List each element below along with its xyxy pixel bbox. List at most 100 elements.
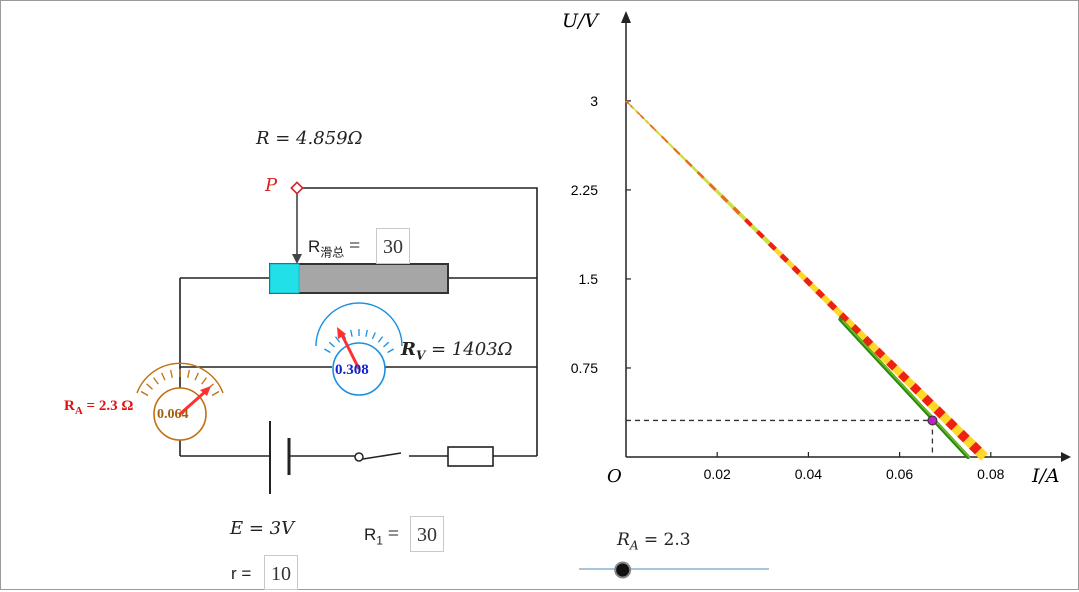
series-theoretical-segment (761, 235, 771, 245)
ra-r: R (64, 398, 75, 414)
r1-eq: = (387, 523, 399, 545)
ammeter (136, 362, 224, 441)
current-point[interactable] (927, 415, 938, 426)
series-theoretical-segment (690, 165, 699, 174)
slider-contact-arrow (292, 254, 302, 264)
series-theoretical-segment (844, 318, 856, 329)
x-axis-label: I/A (1031, 465, 1060, 487)
series-theoretical-segment (637, 112, 645, 120)
rv-value: = 1403Ω (425, 339, 513, 360)
internal-resistance-input[interactable]: 10 (264, 555, 298, 590)
voltmeter-reading: 0.308 (335, 362, 369, 378)
x-axis-arrow (1061, 452, 1071, 462)
series-theoretical-segment (898, 371, 910, 383)
series-theoretical-segment (661, 135, 669, 144)
rheostat-active-part (269, 263, 300, 294)
series-theoretical-segment (643, 118, 651, 126)
series-theoretical-segment (933, 406, 946, 419)
series-theoretical-segment (921, 394, 934, 407)
series-theoretical-segment (803, 276, 814, 287)
series-theoretical-segment (738, 212, 747, 221)
series-theoretical-segment (720, 194, 729, 204)
rheostat-label-sub: 滑总 (320, 245, 345, 260)
rheostat-total-input[interactable]: 30 (376, 228, 410, 264)
series-theoretical-segment (714, 188, 723, 198)
ra-sub: A (74, 405, 83, 417)
y-tick-label: 2.25 (571, 182, 598, 198)
series-theoretical-segment (832, 306, 844, 317)
ammeter-needle (179, 389, 207, 416)
rv-r: R (401, 339, 416, 360)
series-theoretical-segment (708, 182, 717, 192)
chart: 0.02 0.04 0.06 0.08 0.75 1.5 2.25 3 O I/A U/V (562, 10, 1071, 487)
circuit (179, 187, 538, 460)
voltmeter-resistance-label: RV = 1403Ω (401, 339, 513, 363)
r1-input[interactable]: 30 (410, 516, 444, 552)
slider-r: R (617, 530, 630, 550)
series-theoretical-segment (915, 388, 928, 401)
series-theoretical-segment (744, 218, 753, 227)
x-tick-label: 0.08 (977, 466, 1004, 482)
r1-label: R1 = (364, 523, 399, 547)
wire-top (297, 187, 538, 456)
y-tick-label: 0.75 (571, 360, 598, 376)
series-theoretical-segment (773, 247, 783, 257)
series-theoretical-segment (649, 124, 657, 132)
voltmeter-needle (339, 332, 361, 370)
ra-slider-label: RA = 2.3 (617, 530, 691, 552)
ammeter-reading: 0.064 (157, 407, 189, 422)
rheostat-label-r: R (308, 237, 321, 256)
series-measured-highlight (841, 319, 971, 459)
series-theoretical-segment (767, 241, 777, 251)
series-theoretical-segment (880, 353, 892, 365)
series-theoretical-segment (779, 253, 790, 263)
switch-contact[interactable] (354, 452, 364, 462)
series-theoretical-segment (749, 224, 759, 233)
resistor-r1 (447, 446, 494, 467)
x-tick-label: 0.06 (886, 466, 913, 482)
series-theoretical-segment (821, 294, 832, 305)
series-theoretical-segment (655, 129, 663, 138)
series-theoretical-segment (815, 288, 826, 299)
point-p[interactable] (290, 181, 304, 195)
series-theoretical-segment (702, 177, 711, 186)
series-theoretical-segment (696, 171, 705, 180)
y-axis-arrow (621, 11, 631, 23)
y-axis-label: U/V (562, 10, 600, 32)
slider-value: = 2.3 (638, 530, 691, 550)
y-tick-label: 1.5 (579, 271, 599, 287)
series-theoretical-segment (755, 229, 765, 239)
series-theoretical-segment (726, 200, 735, 209)
r1-sub: 1 (376, 533, 383, 548)
series-theoretical-segment (862, 335, 874, 347)
x-tick-label: 0.02 (704, 466, 731, 482)
series-theoretical-segment (939, 412, 952, 425)
series-theoretical-segment (945, 418, 958, 431)
rv-sub: V (415, 348, 426, 363)
series-theoretical-segment (856, 329, 868, 341)
rheostat-total-label: R滑总 = (308, 235, 360, 260)
series-theoretical-segment (838, 312, 850, 323)
rheostat-label-eq: = (349, 235, 361, 257)
series-theoretical-segment (732, 206, 741, 215)
ra-value: = 2.3 Ω (82, 398, 134, 414)
voltmeter (315, 302, 403, 396)
origin-label: O (607, 466, 622, 487)
series-theoretical-segment (850, 324, 862, 335)
series-theoretical-segment (809, 282, 820, 293)
series-theoretical-segment (974, 447, 988, 461)
series-theoretical-segment (625, 100, 633, 108)
ra-slider-handle[interactable] (614, 561, 632, 579)
series-theoretical-segment (886, 359, 898, 371)
series-theoretical-segment (892, 365, 904, 377)
series-theoretical-segment (667, 141, 675, 150)
y-tick-label: 3 (590, 93, 598, 109)
series-measured (838, 317, 970, 459)
rheostat-body (269, 263, 449, 294)
p-label: P (265, 175, 278, 196)
total-resistance-label: R = 4.859Ω (256, 128, 363, 149)
series-theoretical-segment (797, 271, 808, 281)
internal-resistance-label: r = (231, 564, 252, 583)
